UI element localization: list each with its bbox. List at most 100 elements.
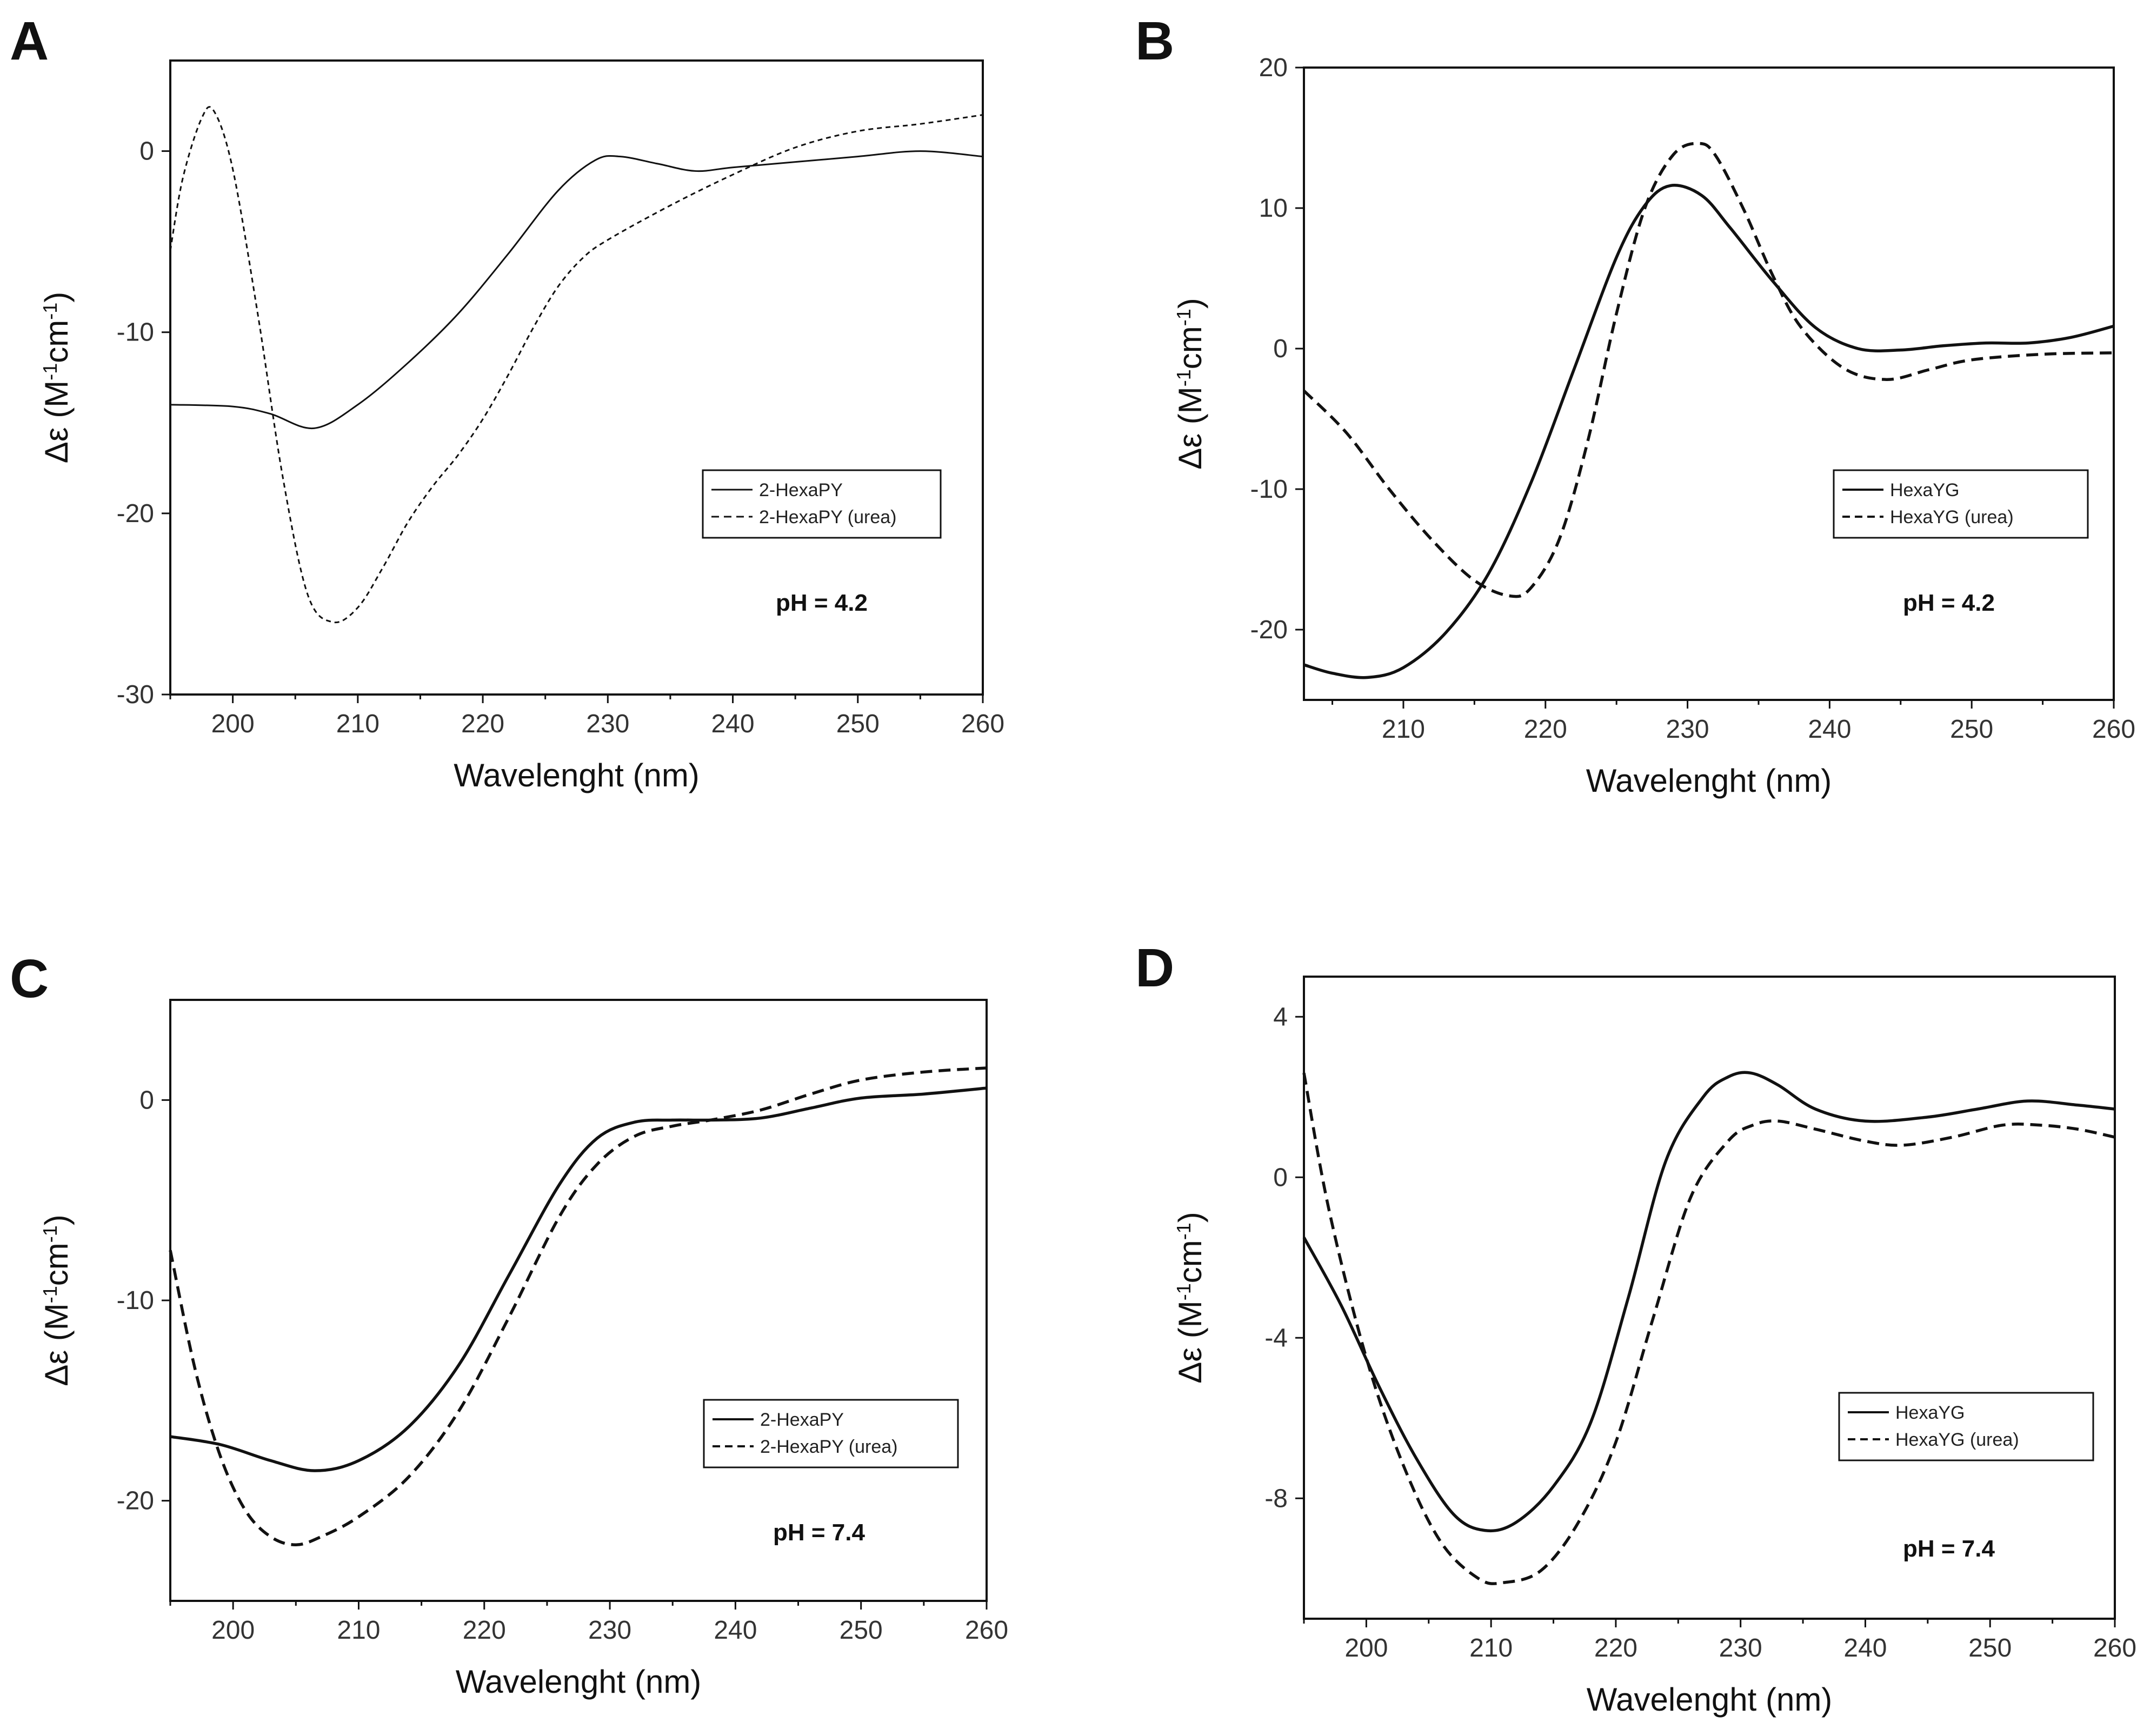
panel-c: C 200 210 220 230 240 250 260 0 -10 -20 Wavelenght … (10, 949, 1008, 1700)
y-axis-title: Δε (M-1cm-1) (1172, 298, 1208, 469)
x-tick-label: 220 (463, 1616, 506, 1645)
plot-frame (169, 999, 988, 1602)
y-axis-title-superscript: -1 (1173, 369, 1195, 386)
series-line-1 (1302, 1071, 2115, 1533)
x-tick-label: 260 (965, 1616, 1008, 1645)
x-tick-label: 240 (1808, 715, 1851, 744)
y-tick-label: 4 (1273, 1003, 1288, 1031)
y-axis-title-part: ) (1172, 298, 1208, 309)
y-tick-label: -20 (1250, 616, 1288, 644)
panel-letter: B (1135, 11, 1174, 71)
x-axis-title: Wavelenght (nm) (454, 757, 700, 793)
y-axis-title-part: cm (38, 1243, 75, 1286)
series-line-1 (170, 1086, 987, 1472)
x-axis-title: Wavelenght (nm) (1587, 1681, 1833, 1718)
legend-label: 2-HexaPY (urea) (760, 1437, 898, 1457)
y-axis-title-part: cm (38, 320, 75, 363)
x-axis-title: Wavelenght (nm) (456, 1664, 702, 1700)
y-axis-title-superscript: -1 (39, 1225, 61, 1243)
y-axis-title-part: Δε (M (1172, 386, 1208, 469)
legend: 2-HexaPY 2-HexaPY (urea) (703, 1399, 959, 1468)
y-tick-label: 0 (139, 137, 154, 166)
series-line-1 (1303, 184, 2114, 679)
ph-annotation: pH = 7.4 (1903, 1535, 1995, 1562)
x-tick-label: 230 (586, 710, 629, 738)
x-tick-label: 220 (1594, 1634, 1637, 1662)
x-tick-label: 220 (461, 710, 504, 738)
y-tick-label: 0 (1273, 335, 1288, 363)
y-axis-title-superscript: -1 (1173, 309, 1195, 326)
y-tick-label: 20 (1259, 54, 1288, 82)
y-tick-label: 0 (1273, 1163, 1288, 1192)
x-tick-label: 210 (1469, 1634, 1513, 1662)
panel-letter: A (10, 11, 49, 71)
x-tick-label: 240 (711, 710, 754, 738)
y-axis-title-part: ) (38, 1214, 75, 1225)
legend: HexaYG HexaYG (urea) (1838, 1392, 2094, 1461)
y-axis-title-superscript: -1 (39, 1286, 61, 1303)
legend-label: HexaYG (1890, 480, 1960, 500)
panel-letter: D (1135, 938, 1174, 998)
y-axis-title-superscript: -1 (1173, 1283, 1195, 1300)
y-tick-label: -30 (117, 680, 154, 709)
ph-annotation: pH = 4.2 (1903, 590, 1995, 616)
y-tick-label: -10 (117, 1286, 154, 1315)
legend-label: 2-HexaPY (urea) (759, 507, 897, 528)
y-tick-label: -10 (117, 318, 154, 347)
y-tick-label: 0 (139, 1086, 154, 1114)
series-line-2 (1303, 142, 2114, 598)
y-tick-label: 10 (1259, 194, 1288, 223)
x-tick-label: 200 (211, 1616, 255, 1645)
y-axis-title-part: cm (1172, 1240, 1208, 1283)
y-axis-title-part: ) (1172, 1212, 1208, 1223)
y-axis-title-superscript: -1 (39, 363, 61, 380)
y-axis-title-superscript: -1 (1173, 1223, 1195, 1240)
legend-label: HexaYG (1895, 1403, 1965, 1423)
x-tick-label: 210 (1382, 715, 1425, 744)
plot-frame (169, 59, 984, 696)
y-axis-title-part: Δε (M (38, 380, 75, 463)
y-axis-title-part: Δε (M (1172, 1300, 1208, 1383)
ph-annotation: pH = 4.2 (776, 590, 868, 616)
y-axis-title-part: Δε (M (38, 1303, 75, 1386)
x-tick-label: 250 (1950, 715, 1993, 744)
legend-label: 2-HexaPY (759, 480, 843, 500)
x-tick-label: 200 (1344, 1634, 1388, 1662)
y-tick-label: -20 (117, 1487, 154, 1515)
legend: HexaYG HexaYG (urea) (1833, 469, 2089, 539)
plot-frame (1303, 976, 2116, 1620)
legend-label: HexaYG (urea) (1890, 507, 2014, 528)
x-tick-label: 220 (1524, 715, 1567, 744)
plot-frame (1303, 66, 2115, 701)
legend: 2-HexaPY 2-HexaPY (urea) (702, 469, 942, 539)
y-axis-title: Δε (M-1cm-1) (1172, 1212, 1208, 1383)
series-line-2 (169, 106, 983, 624)
panel-b: B 210 220 230 240 250 260 20 10 0 -10 -20 Wavelenght… (1135, 11, 2135, 799)
x-tick-label: 210 (336, 710, 380, 738)
x-tick-label: 250 (836, 710, 880, 738)
y-tick-label: -20 (117, 499, 154, 528)
x-axis-title: Wavelenght (nm) (1586, 763, 1832, 799)
y-tick-label: -8 (1264, 1484, 1288, 1513)
ph-annotation: pH = 7.4 (773, 1519, 865, 1546)
panel-d: D 200 210 220 230 240 250 260 4 0 -4 -8 Wavelenght (… (1135, 938, 2136, 1718)
x-tick-label: 260 (2092, 715, 2135, 744)
legend-box (1833, 469, 2089, 539)
x-tick-label: 260 (961, 710, 1004, 738)
y-axis-title-part: ) (38, 292, 75, 303)
legend-label: HexaYG (urea) (1895, 1430, 2019, 1450)
legend-label: 2-HexaPY (760, 1410, 844, 1430)
legend-box (702, 469, 942, 539)
series-line-2 (1302, 1072, 2115, 1585)
series-line-1 (170, 150, 983, 429)
legend-box (1838, 1392, 2094, 1461)
series-line-2 (169, 1066, 987, 1546)
panel-letter: C (10, 949, 49, 1009)
y-tick-label: -4 (1264, 1324, 1288, 1352)
x-tick-label: 240 (1843, 1634, 1887, 1662)
y-axis-title-superscript: -1 (39, 303, 61, 320)
y-tick-label: -10 (1250, 475, 1288, 504)
x-tick-label: 230 (588, 1616, 631, 1645)
x-tick-label: 230 (1666, 715, 1709, 744)
